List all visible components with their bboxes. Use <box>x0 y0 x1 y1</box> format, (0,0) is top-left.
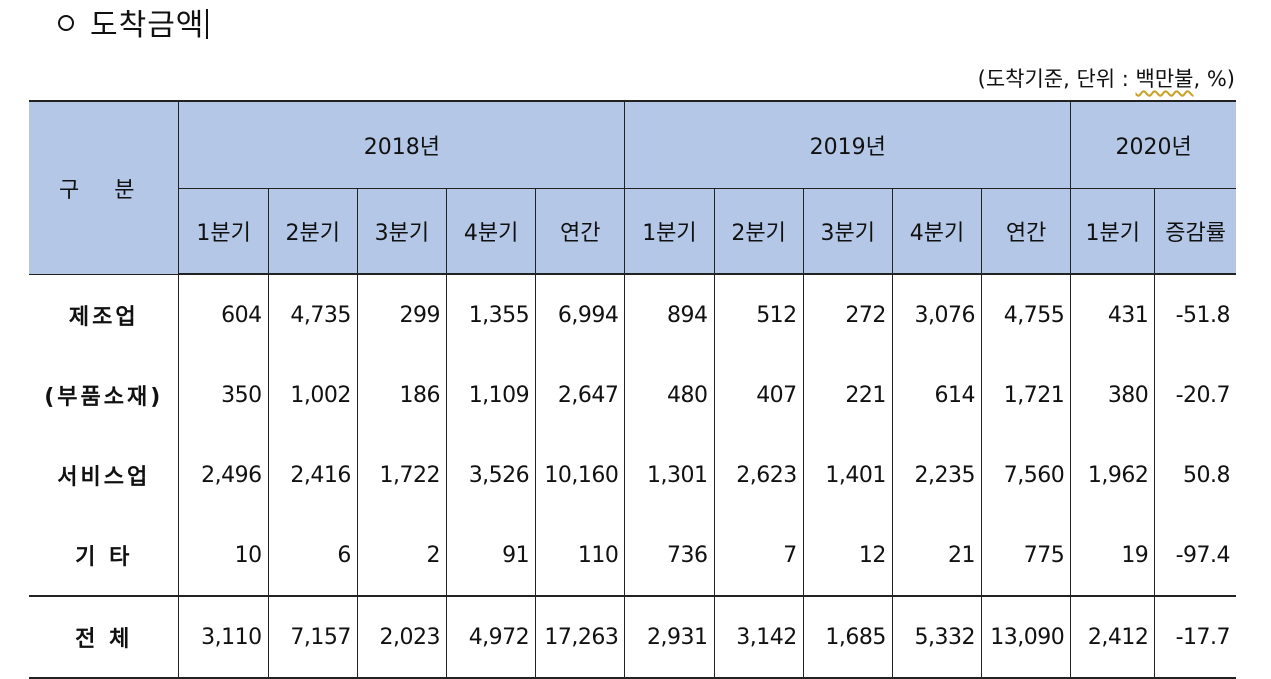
table-cell: 12 <box>802 515 893 596</box>
table-cell: 1,301 <box>624 435 715 515</box>
section-title: 도착금액 <box>58 4 209 48</box>
table-cell: 407 <box>713 355 804 435</box>
table-cell: 10,160 <box>535 435 626 515</box>
table-cell: 17,263 <box>535 595 626 679</box>
table-cell: 2,496 <box>178 435 269 515</box>
table-cell: 2,023 <box>356 595 448 679</box>
subheader-cell: 연간 <box>535 188 626 275</box>
row-label: 기 타 <box>29 515 180 596</box>
table-cell: 736 <box>624 515 715 596</box>
table-cell: 299 <box>356 274 448 355</box>
table-cell: 604 <box>178 274 269 355</box>
table-cell: 6 <box>267 515 358 596</box>
text-cursor <box>206 9 209 39</box>
year-header-2019: 2019년 <box>624 101 1072 189</box>
row-label: 전 체 <box>29 595 180 679</box>
row-label: 서비스업 <box>29 435 180 515</box>
table-cell: 4,972 <box>445 595 537 679</box>
table-cell: 1,721 <box>981 355 1072 435</box>
table-cell: 614 <box>891 355 983 435</box>
table-row: 서비스업 2,496 2,416 1,722 3,526 10,160 1,301 2,623… <box>29 435 1236 515</box>
table-cell: 480 <box>624 355 715 435</box>
table-cell: 91 <box>445 515 537 596</box>
subheader-cell: 연간 <box>981 188 1072 275</box>
subheader-cell: 1분기 <box>624 188 715 275</box>
table-cell: 2,647 <box>535 355 626 435</box>
table-cell: 21 <box>891 515 983 596</box>
table-cell: 894 <box>624 274 715 355</box>
table-cell: 3,110 <box>178 595 269 679</box>
table-cell: 2,235 <box>891 435 983 515</box>
subheader-cell: 4분기 <box>445 188 537 275</box>
year-header-row: 구 분 2018년 2019년 2020년 <box>29 101 1236 275</box>
table-cell: 7,560 <box>981 435 1072 515</box>
year-header-2020: 2020년 <box>1070 101 1236 189</box>
table-cell: 1,722 <box>356 435 448 515</box>
arrival-amount-table: 구 분 2018년 2019년 2020년 1분기 2분기 3분기 4분기 연간… <box>29 100 1236 679</box>
table-cell: 1,355 <box>445 274 537 355</box>
category-header: 구 분 <box>29 101 180 275</box>
year-header-2018: 2018년 <box>178 101 626 189</box>
table-cell: 13,090 <box>981 595 1072 679</box>
table-cell: 2,931 <box>624 595 715 679</box>
table-cell: 221 <box>802 355 893 435</box>
table-cell: 431 <box>1070 274 1156 355</box>
table-cell: -97.4 <box>1154 515 1236 596</box>
table-cell: 1,401 <box>802 435 893 515</box>
table-row: (부품소재) 350 1,002 186 1,109 2,647 480 407 221 614 1… <box>29 355 1236 435</box>
unit-note-prefix: (도착기준, 단위 : <box>977 67 1136 91</box>
table-cell: -51.8 <box>1154 274 1236 355</box>
table-cell: 3,142 <box>713 595 804 679</box>
table-cell: 1,962 <box>1070 435 1156 515</box>
table-cell: 186 <box>356 355 448 435</box>
unit-note-currency: 백만불 <box>1135 67 1194 91</box>
table-cell: 6,994 <box>535 274 626 355</box>
table-cell: 3,526 <box>445 435 537 515</box>
quarter-header-row: 1분기 2분기 3분기 4분기 연간 1분기 2분기 3분기 4분기 연간 1분… <box>29 188 1236 275</box>
table-cell: 1,002 <box>267 355 358 435</box>
table-cell: 50.8 <box>1154 435 1236 515</box>
table-cell: 2,412 <box>1070 595 1156 679</box>
table-cell: 4,755 <box>981 274 1072 355</box>
subheader-cell: 2분기 <box>713 188 804 275</box>
table-body: 제조업 604 4,735 299 1,355 6,994 894 512 272 3,076 4,… <box>29 274 1236 679</box>
subheader-cell: 2분기 <box>267 188 358 275</box>
table-cell: 512 <box>713 274 804 355</box>
table-cell: 2,416 <box>267 435 358 515</box>
table-cell: 7,157 <box>267 595 358 679</box>
table-cell: -20.7 <box>1154 355 1236 435</box>
table-cell: 1,109 <box>445 355 537 435</box>
table-cell: 272 <box>802 274 893 355</box>
table-cell: 7 <box>713 515 804 596</box>
table-cell: 5,332 <box>891 595 983 679</box>
table-cell: 3,076 <box>891 274 983 355</box>
subheader-cell: 1분기 <box>1070 188 1156 275</box>
table-cell: 775 <box>981 515 1072 596</box>
subheader-cell: 3분기 <box>356 188 448 275</box>
table-cell: 10 <box>178 515 269 596</box>
subheader-cell: 1분기 <box>178 188 269 275</box>
section-title-text: 도착금액 <box>90 8 205 43</box>
table-cell: 2,623 <box>713 435 804 515</box>
table-cell: -17.7 <box>1154 595 1236 679</box>
subheader-cell: 3분기 <box>802 188 893 275</box>
subheader-cell: 4분기 <box>891 188 983 275</box>
circle-bullet-icon <box>58 15 74 31</box>
table-cell: 380 <box>1070 355 1156 435</box>
table-row: 기 타 10 6 2 91 110 736 7 12 21 775 19 -97.4 <box>29 515 1236 596</box>
subheader-cell: 증감률 <box>1154 188 1236 275</box>
unit-note-suffix: , %) <box>1193 67 1236 91</box>
row-label: 제조업 <box>29 274 180 355</box>
table-cell: 4,735 <box>267 274 358 355</box>
table-cell: 110 <box>535 515 626 596</box>
table-cell: 350 <box>178 355 269 435</box>
table-cell: 1,685 <box>802 595 893 679</box>
row-label: (부품소재) <box>29 355 180 435</box>
table-row: 제조업 604 4,735 299 1,355 6,994 894 512 272 3,076 4,… <box>29 274 1236 355</box>
table-cell: 2 <box>356 515 448 596</box>
table-cell: 19 <box>1070 515 1156 596</box>
unit-note: (도착기준, 단위 : 백만불, %) <box>978 64 1235 94</box>
table-row: 전 체 3,110 7,157 2,023 4,972 17,263 2,931 3,142 1… <box>29 595 1236 679</box>
